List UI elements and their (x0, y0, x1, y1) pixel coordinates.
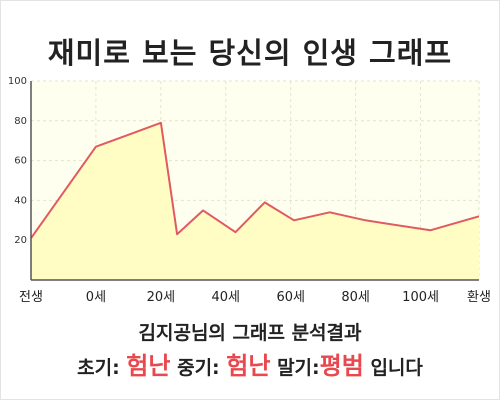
middle-value: 험난 (226, 352, 271, 380)
analysis-result: 초기: 험난 중기: 험난 말기:평범 입니다 (0, 346, 500, 381)
x-tick-label: 100세 (402, 290, 439, 305)
y-tick-label: 80 (14, 116, 27, 127)
middle-label: 중기: (177, 357, 220, 379)
early-value: 험난 (126, 352, 171, 380)
y-tick-label: 100 (8, 76, 27, 87)
series-line (30, 121, 480, 239)
x-tick-label: 0세 (86, 290, 106, 305)
x-tick-label: 80세 (341, 290, 370, 305)
ending-text: 입니다 (370, 357, 423, 379)
y-tick-label: 40 (14, 195, 27, 206)
y-tick-label: 20 (14, 235, 27, 246)
x-tick-label: 60세 (276, 290, 305, 305)
y-tick-label: 60 (14, 156, 27, 167)
series-area (31, 122, 479, 280)
late-value: 평범 (319, 352, 364, 380)
late-label: 말기: (277, 357, 320, 379)
x-tick-label: 환생 (467, 290, 491, 305)
x-tick-label: 20세 (147, 290, 176, 305)
x-tick-label: 전생 (19, 290, 43, 305)
analysis-subtitle: 김지공님의 그래프 분석결과 (138, 322, 362, 344)
chart-title: 재미로 보는 당신의 인생 그래프 (47, 36, 453, 70)
x-tick-label: 40세 (212, 290, 241, 305)
early-label: 초기: (77, 357, 120, 379)
